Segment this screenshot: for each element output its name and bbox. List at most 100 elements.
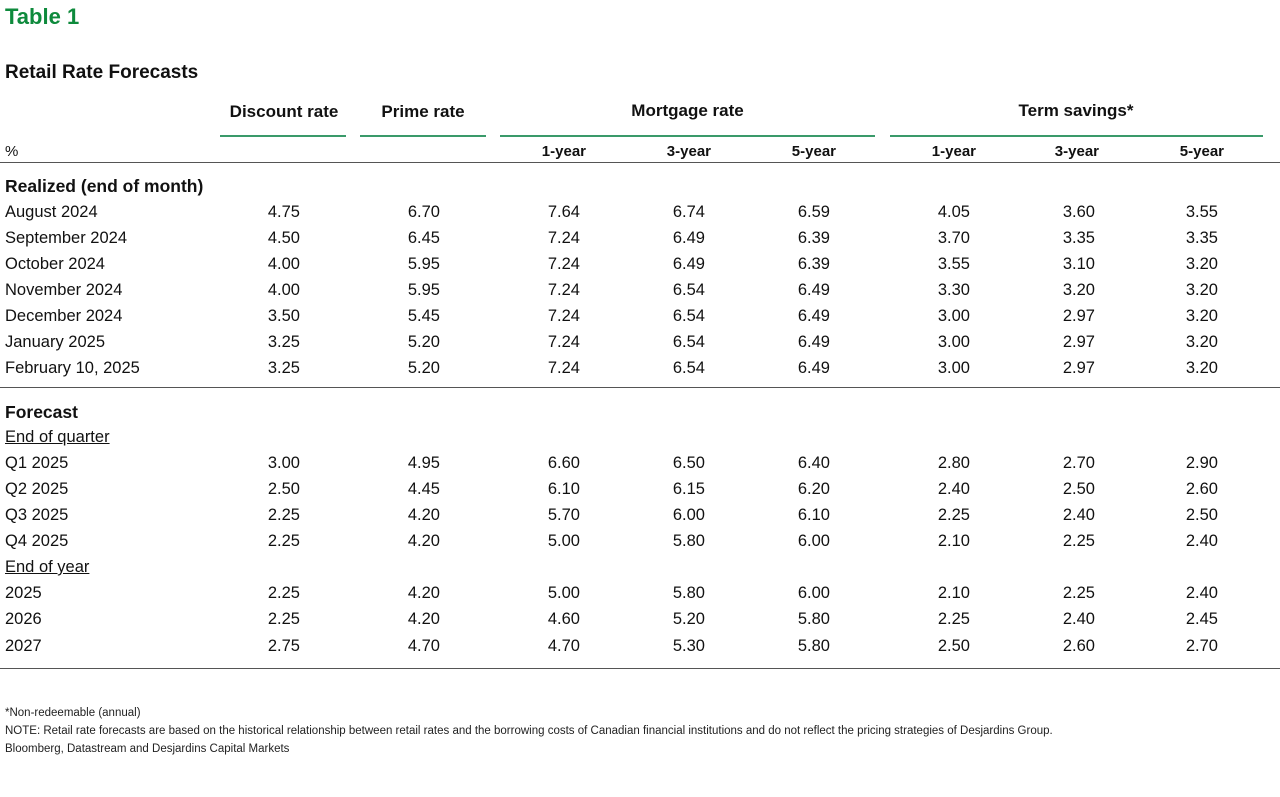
cell-value: 2.97 (1062, 359, 1095, 377)
cell-value: 7.24 (547, 255, 580, 273)
section-realized: Realized (end of month) (0, 176, 1280, 202)
footnote-sources: Bloomberg, Datastream and Desjardins Cap… (5, 743, 290, 755)
cell-value: 4.70 (547, 636, 580, 655)
cell-value: 6.49 (797, 307, 830, 325)
table-title: Table 1 (5, 4, 80, 29)
cell-value: 2.70 (1062, 454, 1095, 472)
cell-value: 2.40 (937, 480, 970, 498)
cell-value: 3.35 (1062, 229, 1095, 247)
header-term-savings: Term savings* (1018, 101, 1134, 120)
cell-value: 6.70 (407, 203, 440, 221)
table-row: 2026 2.25 4.20 4.60 5.20 5.80 2.25 2.40 2.45 (0, 610, 1280, 636)
mortgage-underline (500, 135, 875, 137)
cell-value: 6.49 (797, 281, 830, 299)
cell-value: 5.95 (407, 281, 440, 299)
cell-value: 6.59 (797, 203, 830, 221)
cell-value: 5.45 (407, 307, 440, 325)
cell-value: 3.50 (267, 307, 300, 325)
cell-value: 2.25 (267, 610, 300, 629)
cell-value: 6.54 (672, 359, 705, 377)
cell-value: 2.40 (1185, 584, 1218, 602)
unit-label: % (5, 143, 19, 160)
subheader-term-1y: 1-year (931, 143, 976, 160)
table-row: October 2024 4.00 5.95 7.24 6.49 6.39 3.55 3.10… (0, 255, 1280, 281)
cell-value: 3.20 (1062, 281, 1095, 299)
cell-value: 3.20 (1185, 255, 1218, 273)
cell-value: 2.50 (937, 636, 970, 655)
cell-value: 6.00 (797, 532, 830, 550)
header-rule (0, 162, 1280, 163)
cell-value: 6.49 (797, 333, 830, 351)
cell-value: 4.20 (407, 532, 440, 550)
cell-value: 2.25 (267, 506, 300, 524)
cell-value: 2.60 (1062, 636, 1095, 655)
table-row: 2027 2.75 4.70 4.70 5.30 5.80 2.50 2.60 2.70 (0, 637, 1280, 663)
cell-value: 2.10 (937, 584, 970, 602)
cell-value: 4.05 (937, 203, 970, 221)
cell-value: 5.00 (547, 584, 580, 602)
header-mortgage-rate: Mortgage rate (631, 101, 744, 120)
cell-value: 5.95 (407, 255, 440, 273)
cell-value: 5.80 (672, 532, 705, 550)
cell-value: 2.40 (1062, 610, 1095, 629)
cell-value: 2.60 (1185, 480, 1218, 498)
cell-value: 4.20 (407, 506, 440, 524)
cell-value: 6.50 (672, 454, 705, 472)
cell-value: 3.00 (267, 454, 300, 472)
row-label: August 2024 (5, 203, 98, 221)
cell-value: 2.90 (1185, 454, 1218, 472)
cell-value: 2.80 (937, 454, 970, 472)
cell-value: 2.40 (1062, 506, 1095, 524)
cell-value: 3.00 (937, 359, 970, 377)
cell-value: 2.25 (937, 610, 970, 629)
table-row: Q3 2025 2.25 4.20 5.70 6.00 6.10 2.25 2.40 2.50 (0, 506, 1280, 532)
cell-value: 6.20 (797, 480, 830, 498)
cell-value: 6.00 (672, 506, 705, 524)
table-row: Q2 2025 2.50 4.45 6.10 6.15 6.20 2.40 2.50 2.60 (0, 480, 1280, 506)
table-subtitle: Retail Rate Forecasts (5, 62, 199, 83)
row-label: Q4 2025 (5, 532, 69, 550)
cell-value: 4.95 (407, 454, 440, 472)
cell-value: 3.20 (1185, 281, 1218, 299)
cell-value: 2.50 (267, 480, 300, 498)
cell-value: 2.40 (1185, 532, 1218, 550)
cell-value: 6.39 (797, 229, 830, 247)
row-label: November 2024 (5, 281, 123, 299)
row-label: December 2024 (5, 307, 123, 325)
cell-value: 5.80 (672, 584, 705, 602)
table-row: January 2025 3.25 5.20 7.24 6.54 6.49 3.00 2.97… (0, 333, 1280, 359)
section-forecast-label: Forecast (5, 402, 78, 422)
cell-value: 3.70 (937, 229, 970, 247)
cell-value: 5.80 (797, 610, 830, 629)
discount-underline (220, 135, 346, 137)
subheader-term-5y: 5-year (1179, 143, 1224, 160)
footnote-note: NOTE: Retail rate forecasts are based on… (5, 725, 1053, 737)
cell-value: 2.50 (1062, 480, 1095, 498)
subheader-mortgage-1y: 1-year (541, 143, 586, 160)
cell-value: 4.50 (267, 229, 300, 247)
cell-value: 3.30 (937, 281, 970, 299)
cell-value: 3.10 (1062, 255, 1095, 273)
cell-value: 3.20 (1185, 333, 1218, 351)
cell-value: 3.55 (937, 255, 970, 273)
table-row: Q4 2025 2.25 4.20 5.00 5.80 6.00 2.10 2.25 2.40 (0, 532, 1280, 558)
cell-value: 2.25 (1062, 584, 1095, 602)
cell-value: 6.54 (672, 333, 705, 351)
cell-value: 6.54 (672, 281, 705, 299)
cell-value: 6.39 (797, 255, 830, 273)
row-label: 2027 (5, 636, 42, 655)
cell-value: 2.97 (1062, 333, 1095, 351)
cell-value: 6.54 (672, 307, 705, 325)
cell-value: 2.25 (267, 584, 300, 602)
cell-value: 7.24 (547, 333, 580, 351)
table-row: 2025 2.25 4.20 5.00 5.80 6.00 2.10 2.25 2.40 (0, 584, 1280, 610)
table-row: Q1 2025 3.00 4.95 6.60 6.50 6.40 2.80 2.70 2.90 (0, 454, 1280, 480)
cell-value: 7.24 (547, 307, 580, 325)
cell-value: 6.00 (797, 584, 830, 602)
cell-value: 7.64 (547, 203, 580, 221)
row-label: 2026 (5, 610, 42, 629)
cell-value: 5.20 (407, 333, 440, 351)
cell-value: 4.45 (407, 480, 440, 498)
realized-rule (0, 387, 1280, 388)
cell-value: 6.49 (672, 229, 705, 247)
